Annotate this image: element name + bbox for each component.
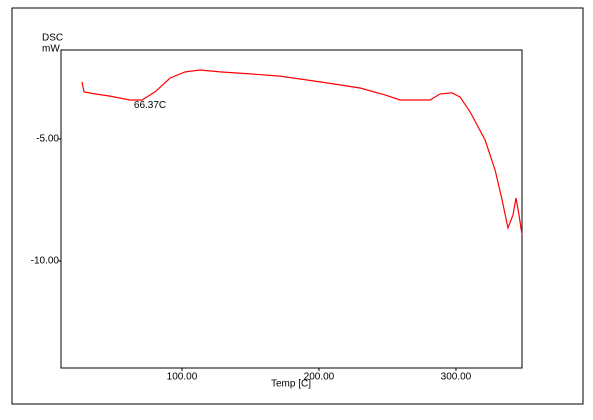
x-axis-label: Temp [C] [271, 379, 311, 390]
y-axis-label: mW [42, 44, 60, 55]
x-tick-label: 200.00 [304, 372, 335, 383]
x-tick-label: 300.00 [441, 372, 472, 383]
annotation: 66.37C [134, 100, 166, 111]
y-tick-label: -10.00 [31, 256, 60, 267]
y-tick-label: -5.00 [36, 134, 59, 145]
outer-frame [11, 7, 584, 405]
data-line [81, 69, 523, 235]
y-unit-label: DSC [42, 33, 63, 44]
x-tick-label: 100.00 [167, 372, 198, 383]
plot-frame [60, 49, 523, 369]
